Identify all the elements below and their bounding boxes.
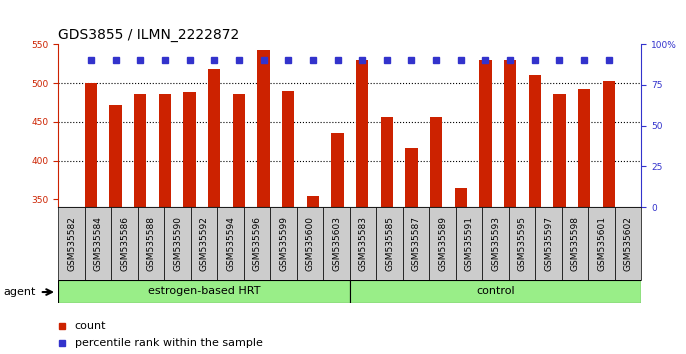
- Bar: [111, 207, 138, 280]
- Text: estrogen-based HRT: estrogen-based HRT: [148, 286, 260, 296]
- Bar: [307, 196, 319, 207]
- Bar: [455, 188, 467, 207]
- Bar: [578, 89, 590, 207]
- Bar: [456, 207, 482, 280]
- Bar: [529, 75, 541, 207]
- Bar: [217, 207, 244, 280]
- Text: GSM535601: GSM535601: [597, 216, 606, 271]
- Text: GSM535593: GSM535593: [491, 216, 500, 271]
- Bar: [429, 207, 456, 280]
- Bar: [403, 207, 429, 280]
- Bar: [297, 207, 323, 280]
- Bar: [191, 207, 217, 280]
- Bar: [85, 83, 97, 207]
- Bar: [85, 207, 111, 280]
- Bar: [405, 148, 418, 207]
- Bar: [138, 207, 165, 280]
- Text: GSM535597: GSM535597: [544, 216, 553, 271]
- Bar: [134, 94, 146, 207]
- Bar: [244, 207, 270, 280]
- Text: GSM535585: GSM535585: [385, 216, 394, 271]
- Text: GSM535582: GSM535582: [67, 216, 76, 271]
- Bar: [589, 207, 615, 280]
- Bar: [233, 94, 245, 207]
- Bar: [381, 117, 393, 207]
- Bar: [110, 105, 122, 207]
- Bar: [504, 60, 517, 207]
- Bar: [282, 91, 294, 207]
- Bar: [323, 207, 350, 280]
- Text: GSM535589: GSM535589: [438, 216, 447, 271]
- Text: GSM535596: GSM535596: [252, 216, 261, 271]
- Text: GSM535584: GSM535584: [93, 216, 103, 271]
- Text: GSM535600: GSM535600: [305, 216, 315, 271]
- Bar: [480, 60, 492, 207]
- Text: GSM535602: GSM535602: [624, 216, 632, 271]
- Text: percentile rank within the sample: percentile rank within the sample: [75, 338, 263, 348]
- Text: count: count: [75, 321, 106, 331]
- Bar: [554, 94, 565, 207]
- Bar: [350, 207, 377, 280]
- Bar: [257, 51, 270, 207]
- Text: GSM535588: GSM535588: [147, 216, 156, 271]
- Text: GSM535603: GSM535603: [332, 216, 341, 271]
- Bar: [183, 92, 196, 207]
- Bar: [158, 94, 171, 207]
- Bar: [509, 207, 535, 280]
- Bar: [356, 60, 368, 207]
- Text: GSM535586: GSM535586: [120, 216, 129, 271]
- Text: GSM535583: GSM535583: [359, 216, 368, 271]
- Text: agent: agent: [3, 287, 36, 297]
- Text: GSM535587: GSM535587: [412, 216, 421, 271]
- Bar: [208, 69, 220, 207]
- Text: GSM535599: GSM535599: [279, 216, 288, 271]
- Bar: [602, 81, 615, 207]
- Text: GSM535595: GSM535595: [518, 216, 527, 271]
- Bar: [165, 207, 191, 280]
- Text: GDS3855 / ILMN_2222872: GDS3855 / ILMN_2222872: [58, 28, 239, 42]
- Text: control: control: [476, 286, 515, 296]
- Bar: [377, 207, 403, 280]
- Bar: [350, 280, 641, 303]
- Bar: [270, 207, 297, 280]
- Bar: [58, 280, 350, 303]
- Text: GSM535592: GSM535592: [200, 216, 209, 271]
- Bar: [430, 117, 442, 207]
- Bar: [615, 207, 641, 280]
- Bar: [535, 207, 562, 280]
- Bar: [562, 207, 589, 280]
- Bar: [331, 133, 344, 207]
- Bar: [58, 207, 85, 280]
- Text: GSM535591: GSM535591: [464, 216, 473, 271]
- Text: GSM535598: GSM535598: [571, 216, 580, 271]
- Bar: [482, 207, 509, 280]
- Text: GSM535590: GSM535590: [173, 216, 182, 271]
- Text: GSM535594: GSM535594: [226, 216, 235, 271]
